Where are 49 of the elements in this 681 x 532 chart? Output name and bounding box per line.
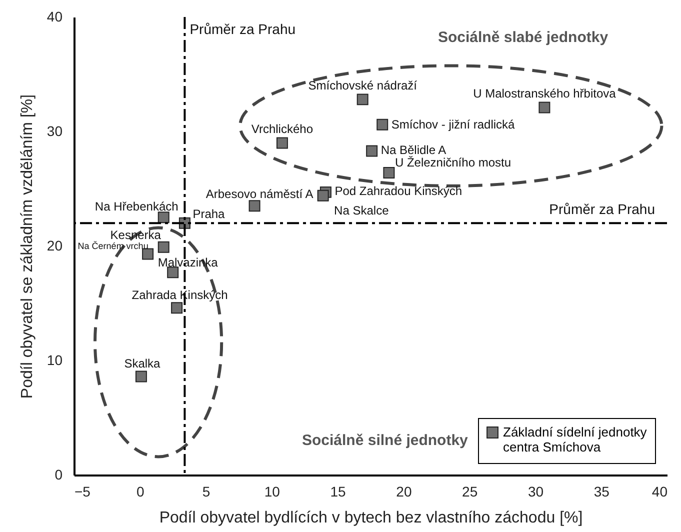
point	[366, 145, 378, 157]
annotation: Na Hřebenkách	[94, 199, 178, 214]
y-tick-label: 30	[46, 123, 63, 139]
point	[158, 241, 170, 253]
y-tick-label: 20	[46, 238, 63, 254]
x-tick-label: 40	[652, 484, 668, 500]
y-tick-label: 10	[46, 352, 63, 368]
point	[383, 166, 395, 178]
x-tick-label: 10	[264, 484, 280, 500]
point	[167, 266, 179, 278]
ref-line-label: Průměr za Prahu	[190, 21, 296, 37]
y-tick-label: 0	[54, 466, 63, 482]
x-tick-label: 0	[136, 484, 144, 500]
annotation: Na Černém vrchu	[78, 241, 148, 252]
x-tick-label: 20	[396, 484, 412, 500]
annotation: Smíchovské nádraží	[308, 78, 418, 92]
point	[135, 370, 147, 382]
point	[142, 248, 154, 260]
point	[248, 200, 260, 212]
annotation: U Železničního mostu	[394, 156, 512, 170]
x-tick-label: 25	[462, 484, 478, 500]
point	[376, 118, 388, 130]
annotation: Vrchlického	[251, 122, 314, 136]
annotation: U Malostranského hřbitova	[473, 86, 616, 100]
x-axis-title: Podíl obyvatel bydlících v bytech bez vlastního záchodu [%]	[159, 510, 583, 526]
annotation: Na Bělidle A	[380, 142, 446, 157]
annotation: Praha	[192, 207, 226, 222]
x-tick-label: 15	[330, 484, 346, 500]
x-tick-label: 30	[528, 484, 544, 500]
point	[158, 212, 170, 224]
annotation: Sociálně slabé jednotky	[438, 29, 609, 46]
y-axis-title: Podíl obyvatel se základním vzděláním [%]	[18, 94, 36, 399]
ref-line-label: Průměr za Prahu	[549, 201, 655, 218]
x-tick-label: 5	[202, 484, 210, 500]
x-tick-label: −5	[74, 484, 91, 500]
annotation: Pod Zahradou Kinských	[334, 184, 462, 198]
x-tick-label: 35	[594, 484, 610, 500]
point	[276, 137, 288, 149]
annotation: Skalka	[124, 356, 161, 371]
point	[171, 302, 183, 314]
y-tick-label: 40	[46, 8, 63, 24]
legend-label: Základní sídelní jednotky centra Smíchova	[503, 424, 648, 454]
annotation: Arbesovo náměstí A	[206, 186, 314, 201]
point	[317, 190, 329, 202]
annotation: Smíchov - jižní radlická	[391, 118, 516, 132]
point	[538, 102, 550, 114]
annotation: Sociálně silné jednotky	[302, 432, 469, 449]
point	[356, 94, 368, 106]
annotation: Na Skalce	[334, 204, 390, 218]
